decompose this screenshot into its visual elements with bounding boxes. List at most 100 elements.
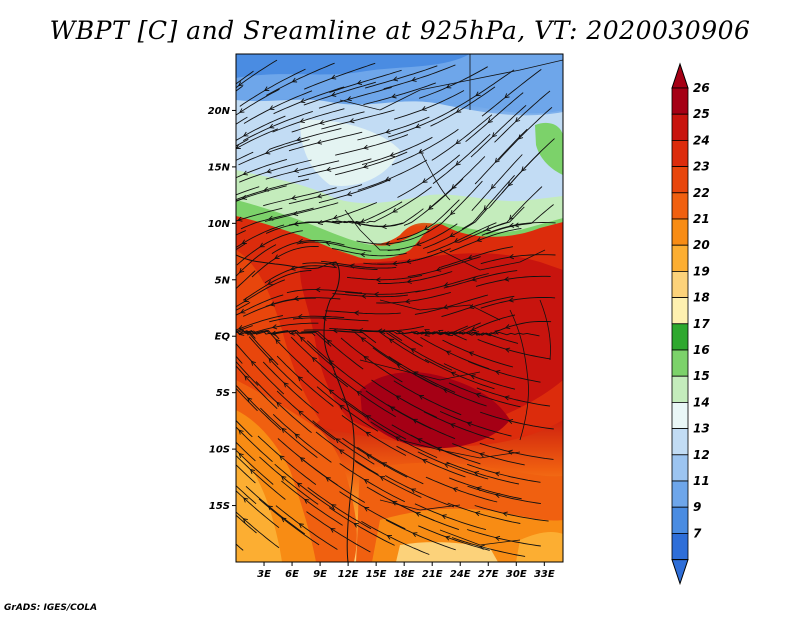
colorbar-segment (671, 113, 689, 141)
streamline (257, 435, 317, 485)
colorbar-label: 13 (693, 422, 710, 436)
streamline (236, 455, 286, 500)
streamline (441, 295, 515, 318)
streamline (290, 336, 349, 388)
streamline-arrowhead (449, 232, 455, 238)
streamline (366, 186, 432, 224)
streamline (236, 224, 285, 248)
streamline-arrowhead (435, 266, 442, 272)
streamline-arrowhead (473, 470, 479, 476)
streamline-arrowhead (412, 532, 418, 537)
colorbar-label: 18 (693, 291, 710, 305)
lon-tick-label: 24E (450, 569, 471, 580)
colorbar-label: 24 (693, 133, 710, 147)
streamline (480, 411, 554, 430)
streamline-arrowhead (490, 184, 496, 190)
streamline-arrowhead (441, 514, 447, 520)
streamline (272, 413, 332, 463)
streamline (264, 202, 339, 222)
streamline (306, 370, 367, 418)
colorbar-segment (671, 323, 689, 351)
streamline (339, 463, 405, 503)
streamline-arrowhead (298, 523, 304, 528)
streamline-arrowhead (474, 511, 481, 517)
streamline-arrowhead (470, 326, 477, 332)
streamline (383, 64, 456, 90)
colorbar-label: 26 (693, 81, 710, 95)
streamline (425, 476, 498, 503)
streamline-arrowhead (296, 482, 303, 488)
streamline (396, 199, 460, 240)
green-patch-ne (535, 122, 563, 175)
streamline (306, 340, 366, 390)
blue-dark-region (236, 54, 470, 78)
streamline-arrowhead (223, 429, 227, 433)
streamline (443, 270, 518, 289)
streamline (302, 262, 378, 270)
streamline (236, 294, 284, 316)
streamline (288, 131, 363, 152)
streamline-arrowhead (494, 329, 500, 335)
streamline (274, 463, 336, 511)
streamline (439, 410, 512, 437)
streamline (342, 397, 407, 440)
streamline-arrowhead (386, 534, 393, 540)
streamline (240, 207, 314, 230)
streamline (236, 360, 259, 386)
streamline-arrowhead (241, 239, 247, 244)
streamline (236, 464, 256, 484)
streamline-arrowhead (404, 298, 411, 304)
streamline (236, 449, 274, 485)
streamline (423, 411, 495, 440)
streamline-arrowhead (365, 431, 371, 437)
credit-label: GrADS: IGES/COLA (4, 603, 98, 613)
streamline-arrowhead (353, 523, 359, 528)
streamline-arrowhead (263, 186, 269, 192)
streamline-arrowhead (328, 389, 334, 395)
streamline-arrowhead (412, 418, 418, 424)
streamline-arrowhead (328, 360, 334, 365)
south-yellow (396, 542, 498, 562)
streamline-arrowhead (494, 157, 500, 163)
streamline-arrowhead (293, 295, 299, 302)
streamline (236, 186, 260, 196)
streamline-arrowhead (442, 388, 449, 394)
streamline-arrowhead (450, 209, 456, 216)
streamline-arrowhead (455, 108, 462, 113)
streamline (288, 184, 363, 205)
streamline-arrowhead (299, 457, 306, 463)
colorbar-label: 22 (693, 186, 710, 200)
streamline-arrowhead (443, 282, 449, 288)
streamline-arrowhead (395, 436, 401, 442)
streamline-arrowhead (237, 216, 243, 222)
streamline-arrowhead (517, 134, 524, 140)
streamline-arrowhead (483, 205, 489, 211)
streamline-arrowhead (507, 181, 513, 187)
hottest-core (360, 372, 510, 449)
streamline-arrowhead (293, 167, 299, 173)
streamline (273, 86, 345, 115)
streamline (385, 475, 455, 508)
colorbar-label: 14 (693, 395, 710, 409)
streamline (328, 220, 403, 227)
streamline-arrowhead (362, 163, 369, 169)
streamline (245, 322, 319, 335)
streamline (342, 437, 408, 478)
streamline-arrowhead (238, 81, 244, 87)
streamline (291, 111, 365, 133)
streamline-arrowhead (361, 293, 367, 299)
streamline (236, 88, 280, 116)
streamline-arrowhead (504, 324, 511, 330)
colorbar-arrow-bottom (671, 559, 689, 586)
streamline-arrowhead (298, 410, 304, 416)
streamline (236, 485, 257, 505)
streamline-arrowhead (238, 325, 244, 330)
streamline (470, 104, 527, 158)
streamline-arrowhead (450, 423, 456, 428)
streamline-arrowhead (263, 86, 270, 91)
streamline (236, 230, 246, 236)
streamline-arrowhead (421, 106, 427, 111)
streamline-arrowhead (242, 170, 248, 176)
colorbar-label: 21 (693, 212, 710, 226)
